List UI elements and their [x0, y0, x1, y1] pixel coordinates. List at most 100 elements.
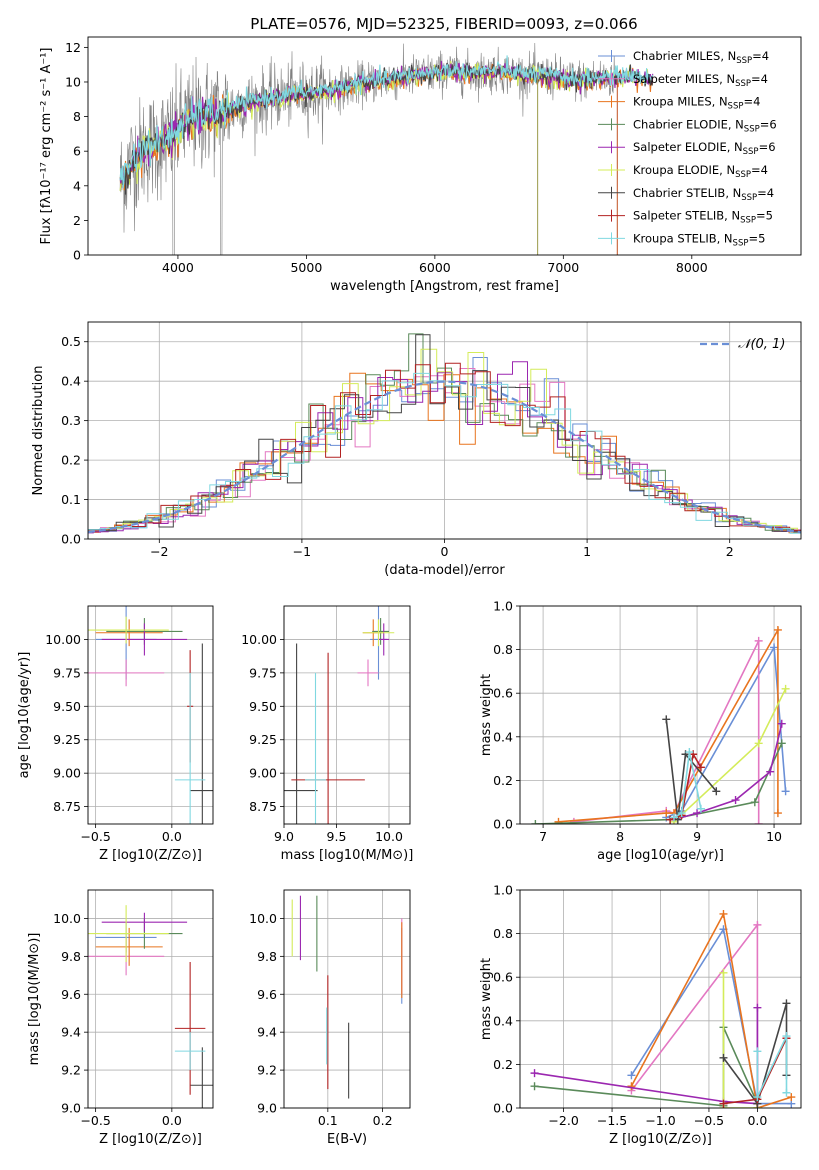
chart-mass_vs_ebv: 0.1 0.2 9.0 9.2 9.4 9.6 9.8 10.0 E(B-V): [249, 889, 411, 1147]
y-tick-label: 10.00: [241, 632, 277, 647]
errorbar-salpeter_miles: [357, 659, 379, 687]
y-axis-label: mass weight: [479, 958, 494, 1040]
series-line: [756, 1035, 788, 1098]
x-tick-label: 0.0: [162, 829, 182, 844]
series-kroupa_stelib: [669, 748, 705, 822]
axes-frame: [87, 889, 214, 1109]
y-tick-label: 1.0: [493, 599, 513, 614]
x-tick-label: 7000: [547, 260, 579, 275]
errorbar-salpeter_stelib: [174, 962, 206, 1095]
series-marker: [569, 817, 578, 824]
errorbar-kroupa_miles: [95, 619, 163, 647]
x-tick-label: −2.0: [548, 1113, 578, 1128]
x-tick-label: 10: [766, 829, 782, 844]
y-tick-label: 0.4: [493, 729, 513, 744]
y-tick-label: 9.50: [249, 699, 277, 714]
x-axis-label: Z [log10(Z/Z⊙)]: [99, 1132, 202, 1147]
y-tick-label: 0.3: [61, 413, 81, 428]
chart-massweight_vs_age: 7 8 9 10 0.0 0.2 0.4 0.6 0.8 1.0 age [log10(age/yr…: [479, 599, 802, 863]
x-tick-label: −0.5: [80, 1113, 110, 1128]
series-marker: [530, 1082, 539, 1091]
legend-label: Chabrier MILES, NSSP=4: [633, 49, 769, 66]
y-tick-label: 0.2: [61, 453, 81, 468]
errorbar-kroupa_elodie: [88, 616, 169, 644]
series-marker: [554, 817, 563, 824]
series-marker: [669, 813, 678, 822]
series-marker: [782, 1032, 791, 1041]
x-tick-label: 9.0: [274, 829, 294, 844]
x-tick-label: 0.0: [747, 1113, 767, 1128]
errorbar-chabrier_stelib: [190, 643, 213, 824]
chart-age_vs_mass: 9.0 9.5 10.0 8.75 9.00 9.25 9.50 9.75 10.00 mass …: [241, 605, 413, 863]
series-marker: [696, 804, 705, 813]
y-tick-label: 0.4: [61, 374, 81, 389]
errorbar-kroupa_elodie: [362, 619, 395, 647]
histogram-kroupa_stelib: [88, 372, 801, 534]
chart-massweight_vs_Z: −2.0 −1.5 −1.0 −0.5 0.0 0.0 0.2 0.4 0.6 0.8 1.0 Z […: [479, 883, 802, 1147]
axes-frame: [87, 321, 802, 540]
x-tick-label: 9: [693, 829, 701, 844]
y-axis-label: mass weight: [479, 674, 494, 756]
series-marker: [530, 1069, 539, 1078]
series-kroupa_miles: [627, 909, 796, 1108]
y-tick-label: 9.6: [257, 987, 277, 1002]
y-tick-label: 1.0: [493, 883, 513, 898]
y-tick-label: 0.6: [493, 970, 513, 985]
series-marker: [753, 1047, 762, 1056]
errorbar-kroupa_stelib: [305, 672, 326, 824]
series-line: [722, 972, 758, 1108]
spectrum-model-chabrier_stelib: [119, 62, 654, 195]
x-tick-label: 9.5: [327, 829, 347, 844]
series-line: [665, 719, 717, 820]
y-tick-label: 0.0: [61, 532, 81, 547]
series-marker: [753, 1003, 762, 1012]
y-tick-label: 9.50: [53, 699, 81, 714]
series-marker: [754, 636, 763, 645]
series-marker: [753, 920, 762, 929]
plot-area: [119, 42, 654, 255]
y-axis-label: age [log10(age/yr)]: [17, 652, 32, 779]
series-marker: [766, 767, 775, 776]
series-marker: [719, 1053, 728, 1062]
y-tick-label: 9.2: [61, 1063, 81, 1078]
x-axis-label: age [log10(age/yr)]: [597, 848, 724, 863]
chart-spectrum: 4000 5000 6000 7000 8000 0 2 4 6 8 10 12 wavelength …: [39, 36, 802, 294]
y-tick-label: 4: [73, 178, 81, 193]
legend-label: Salpeter STELIB, NSSP=5: [633, 209, 773, 226]
x-tick-label: 2: [726, 544, 734, 559]
y-tick-label: 0.2: [493, 1057, 513, 1072]
chart-residuals: −2 −1 0 1 2 0.0 0.1 0.2 0.3 0.4 0.5 (data-model)/er…: [31, 321, 802, 578]
x-axis-label: E(B-V): [327, 1132, 367, 1147]
series-marker: [770, 643, 779, 652]
axes-frame: [283, 605, 411, 825]
x-tick-label: 1: [583, 544, 591, 559]
series-marker: [719, 909, 728, 918]
series-marker: [754, 820, 763, 824]
x-axis-label: wavelength [Angstrom, rest frame]: [330, 279, 559, 294]
errorbar-salpeter_elodie: [101, 912, 188, 932]
x-tick-label: 0.2: [373, 1113, 393, 1128]
y-axis-label: Flux [fλ10⁻¹⁷ erg cm⁻² s⁻¹ A⁻¹]: [39, 48, 54, 245]
series-marker: [773, 809, 782, 818]
y-tick-label: 0.0: [493, 817, 513, 832]
x-tick-label: 0.0: [162, 1113, 182, 1128]
x-tick-label: 8: [616, 829, 624, 844]
errorbar-chabrier_stelib: [190, 1047, 213, 1108]
plot-area: [531, 625, 790, 824]
y-tick-label: 9.75: [249, 665, 277, 680]
x-tick-label: 0.1: [318, 1113, 338, 1128]
series-marker: [693, 809, 702, 818]
legend-label: 𝒩(0, 1): [738, 337, 785, 352]
legend-label: Chabrier ELODIE, NSSP=6: [633, 117, 777, 134]
series-chabrier_elodie: [530, 1023, 762, 1108]
legend-label: Chabrier STELIB, NSSP=4: [633, 186, 774, 203]
errorbar-kroupa_stelib: [174, 672, 206, 824]
errorbar-salpeter_miles: [88, 659, 165, 687]
series-kroupa_miles: [554, 625, 782, 824]
x-axis-label: Z [log10(Z/Z⊙)]: [609, 1132, 712, 1147]
y-tick-label: 8: [73, 109, 81, 124]
x-tick-label: 10.0: [375, 829, 403, 844]
series-kroupa_stelib: [753, 1032, 791, 1102]
y-tick-label: 0: [73, 248, 81, 263]
